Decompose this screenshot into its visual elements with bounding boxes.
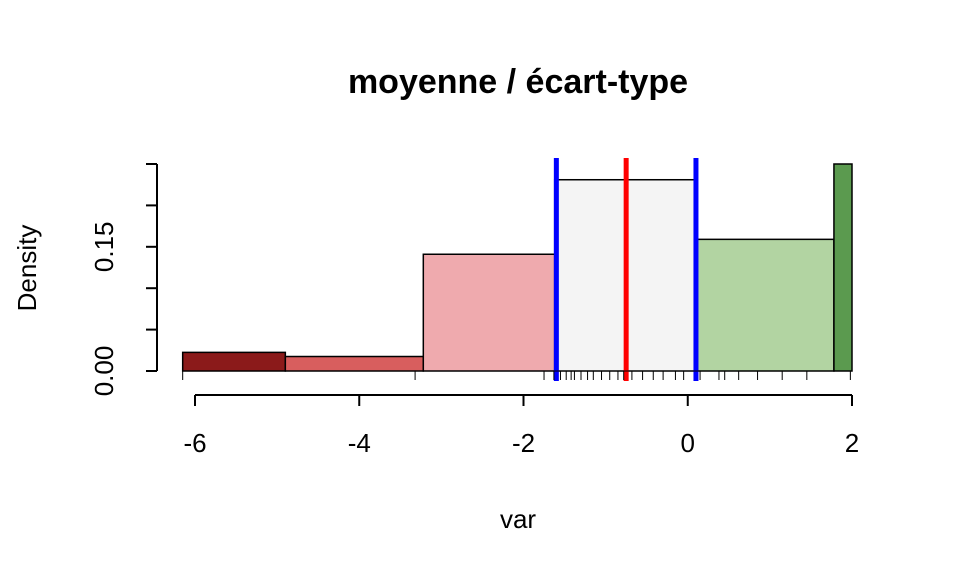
y-tick-label-2: 0.15 [89,221,119,272]
reference-lines [553,158,699,381]
histogram-bar-6 [833,163,853,372]
x-axis-label: var [500,504,536,534]
histogram-bar-1 [181,351,287,372]
y-axis: 0.00 0.15 [89,163,158,397]
chart-title: moyenne / écart-type [348,63,688,101]
histogram-bar-3 [422,253,556,372]
histogram-bar-2 [284,355,425,372]
x-tick-label-2: -4 [348,428,371,458]
x-tick-label-3: -2 [512,428,535,458]
x-axis: -6 -4 -2 0 2 [183,394,859,458]
histogram-bars [181,163,853,372]
x-tick-label-5: 2 [845,428,859,458]
x-tick-label-4: 0 [681,428,695,458]
x-tick-label-1: -6 [183,428,206,458]
y-axis-label: Density [12,225,42,312]
y-tick-label-1: 0.00 [89,346,119,397]
histogram-bar-5 [693,238,835,372]
rug-marks [182,370,852,380]
